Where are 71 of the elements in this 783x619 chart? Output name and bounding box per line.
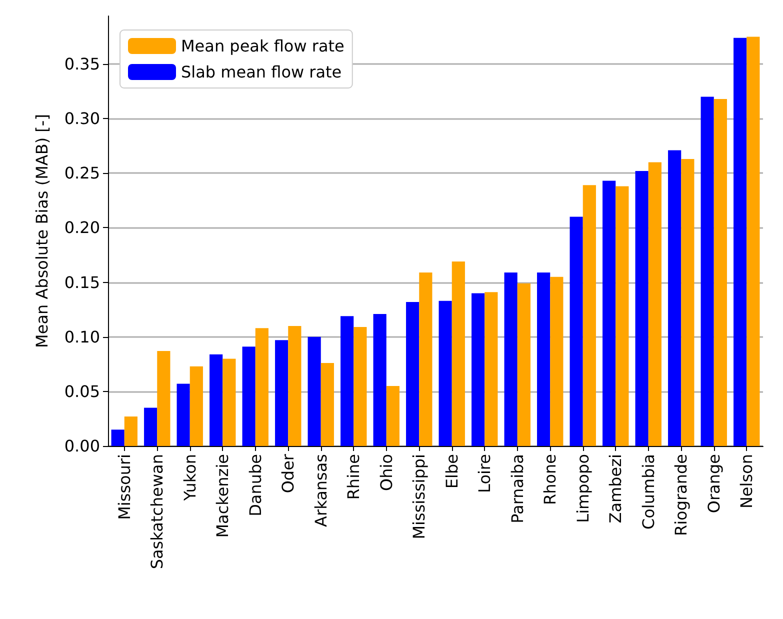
bar <box>124 416 138 446</box>
bar <box>288 326 302 446</box>
y-tick-label: 0.20 <box>64 218 100 238</box>
bar <box>222 358 236 446</box>
bar <box>582 185 596 446</box>
bar <box>275 340 288 446</box>
x-tick-label: Zambezi <box>606 454 626 524</box>
bar <box>537 272 550 446</box>
y-tick-label: 0.25 <box>64 164 100 183</box>
x-tick-label: Nelson <box>737 454 756 509</box>
x-tick-label: Missouri <box>114 454 134 520</box>
bar <box>157 351 170 446</box>
bar <box>406 302 420 446</box>
bar <box>648 162 662 446</box>
bar <box>668 150 682 446</box>
bar <box>452 262 465 446</box>
bar <box>210 354 223 446</box>
bar <box>714 98 727 446</box>
legend-label: Mean peak flow rate <box>181 36 344 56</box>
x-tick-label: Yukon <box>180 454 200 502</box>
x-tick-label: Orange <box>704 454 724 514</box>
bar <box>517 283 530 446</box>
bar <box>746 36 760 446</box>
bar <box>681 158 694 446</box>
x-tick-label: Rhine <box>344 454 364 500</box>
x-tick-label: Riogrande <box>672 454 691 536</box>
bar <box>176 384 190 446</box>
x-tick-label: Loire <box>475 454 494 493</box>
x-tick-label: Ohio <box>376 454 396 491</box>
bar <box>354 327 367 446</box>
bar <box>419 272 432 446</box>
bar <box>700 96 714 446</box>
x-tick-label: Parnaiba <box>508 454 527 524</box>
bar <box>484 292 498 446</box>
bar <box>635 170 648 446</box>
bar <box>255 328 268 446</box>
y-axis-title: Mean Absolute Bias (MAB) [-] <box>32 114 52 348</box>
bar <box>616 186 629 446</box>
x-tick-label: Mackenzie <box>213 454 232 538</box>
bar <box>438 300 452 446</box>
bar <box>373 314 386 446</box>
bar <box>340 316 354 446</box>
y-tick-label: 0.15 <box>64 272 100 292</box>
x-tick-label: Arkansas <box>311 454 330 527</box>
y-tick-label: 0.05 <box>64 382 100 401</box>
bar <box>320 363 334 446</box>
bar <box>550 276 564 446</box>
x-tick-label: Mississippi <box>410 454 429 540</box>
x-tick-label: Limpopo <box>573 454 592 523</box>
bar <box>190 366 203 446</box>
x-tick-label: Saskatchewan <box>148 454 167 570</box>
bar <box>111 430 124 446</box>
y-tick-label: 0.30 <box>64 109 100 128</box>
x-tick-label: Oder <box>278 454 298 494</box>
bar <box>602 180 616 446</box>
bar <box>570 216 583 446</box>
bar <box>504 272 518 446</box>
y-tick-label: 0.10 <box>64 327 100 346</box>
x-tick-label: Danube <box>246 454 265 516</box>
y-tick-label: 0.00 <box>64 436 100 456</box>
bar <box>734 38 747 446</box>
bar <box>386 386 400 446</box>
x-tick-label: Columbia <box>638 454 658 530</box>
bar <box>472 293 485 446</box>
bar <box>308 336 321 446</box>
x-tick-label: Rhone <box>540 454 560 506</box>
y-tick-label: 0.35 <box>64 54 100 74</box>
bar <box>144 408 158 446</box>
legend-label: Slab mean flow rate <box>181 62 342 82</box>
x-tick-label: Elbe <box>442 454 462 489</box>
bar <box>242 346 256 446</box>
